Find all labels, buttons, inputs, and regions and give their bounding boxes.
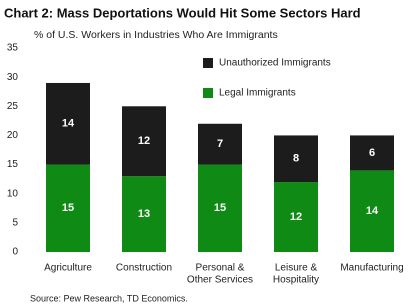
x-tick-label: Hospitality xyxy=(273,275,319,286)
x-tick-label: Construction xyxy=(116,263,172,274)
legend-swatch xyxy=(203,58,213,68)
y-tick-label: 10 xyxy=(7,188,19,199)
data-label: 6 xyxy=(369,147,375,159)
y-tick-label: 25 xyxy=(7,101,19,112)
y-tick-label: 35 xyxy=(7,43,19,54)
x-tick-label: Other Services xyxy=(187,275,253,286)
bar-segment xyxy=(274,182,318,252)
bar-segment xyxy=(274,135,318,183)
chart-title: Chart 2: Mass Deportations Would Hit Som… xyxy=(4,5,361,20)
y-tick-label: 15 xyxy=(7,159,19,170)
data-label: 8 xyxy=(293,153,299,165)
data-label: 7 xyxy=(217,138,223,150)
legend-swatch xyxy=(203,88,213,98)
x-tick-label: Manufacturing xyxy=(340,263,403,274)
y-tick-label: 5 xyxy=(12,217,18,228)
data-label: 15 xyxy=(62,202,74,214)
x-tick-label: Agriculture xyxy=(44,263,92,274)
y-tick-label: 20 xyxy=(7,130,19,141)
data-label: 14 xyxy=(366,205,379,217)
bar-segment xyxy=(350,135,394,171)
legend-label: Legal Immigrants xyxy=(219,88,296,99)
x-tick-label: Personal & xyxy=(196,263,245,274)
y-tick-label: 30 xyxy=(7,72,19,83)
bar-segment xyxy=(46,82,90,165)
bar-segment xyxy=(350,170,394,252)
source-note: Source: Pew Research, TD Economics. xyxy=(30,293,188,303)
data-label: 14 xyxy=(62,118,75,130)
bar-segment xyxy=(46,164,90,252)
data-label: 12 xyxy=(138,135,150,147)
bar-segment xyxy=(122,176,166,252)
x-tick-label: Leisure & xyxy=(275,263,318,274)
bar-segment xyxy=(122,106,166,177)
data-label: 13 xyxy=(138,208,150,220)
bar-segment xyxy=(198,123,242,165)
legend-label: Unauthorized Immigrants xyxy=(219,58,331,69)
bar-segment xyxy=(198,164,242,252)
data-label: 15 xyxy=(214,202,226,214)
y-tick-label: 0 xyxy=(12,247,18,258)
chart-subtitle: % of U.S. Workers in Industries Who Are … xyxy=(34,29,278,41)
data-label: 12 xyxy=(290,211,302,223)
